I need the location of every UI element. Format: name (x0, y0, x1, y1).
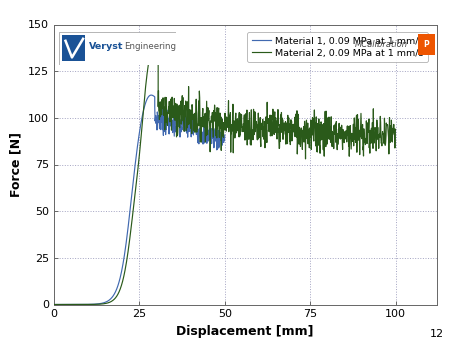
Material 2, 0.09 MPa at 1 mm/s (379, 133, 385, 138)
Legend: Material 1, 0.09 MPa at 1 mm/s, Material 2, 0.09 MPa at 1 mm/s: Material 1, 0.09 MPa at 1 mm/s, Material… (248, 32, 428, 62)
Material 1, 0.09 MPa at 1 mm/s (148, 93, 154, 97)
Text: 12: 12 (429, 329, 444, 339)
Material 1, 0.09 MPa at 1 mm/s (53, 302, 58, 307)
Material 2, 0.09 MPa at 1 mm/s (76, 302, 82, 307)
Material 2, 0.09 MPa at 1 mm/s (150, 41, 156, 45)
Material 1, 0.09 MPa at 1 mm/s (56, 302, 61, 307)
FancyBboxPatch shape (58, 32, 176, 65)
Material 2, 0.09 MPa at 1 mm/s (51, 302, 57, 307)
FancyBboxPatch shape (62, 35, 86, 61)
Text: MCalibration: MCalibration (355, 40, 408, 49)
Line: Material 1, 0.09 MPa at 1 mm/s: Material 1, 0.09 MPa at 1 mm/s (54, 95, 225, 304)
X-axis label: Displacement [mm]: Displacement [mm] (176, 325, 314, 338)
Material 2, 0.09 MPa at 1 mm/s (134, 175, 140, 180)
Material 1, 0.09 MPa at 1 mm/s (51, 302, 57, 307)
Text: Veryst: Veryst (89, 42, 123, 51)
Material 1, 0.09 MPa at 1 mm/s (66, 302, 72, 307)
FancyBboxPatch shape (418, 34, 435, 55)
Y-axis label: Force [N]: Force [N] (9, 132, 22, 197)
Material 2, 0.09 MPa at 1 mm/s (313, 135, 318, 139)
Material 1, 0.09 MPa at 1 mm/s (74, 302, 80, 307)
Material 2, 0.09 MPa at 1 mm/s (393, 127, 398, 131)
Text: P: P (423, 40, 429, 49)
Material 1, 0.09 MPa at 1 mm/s (111, 292, 117, 296)
Material 2, 0.09 MPa at 1 mm/s (189, 131, 194, 135)
Material 1, 0.09 MPa at 1 mm/s (222, 133, 227, 137)
Text: Engineering: Engineering (124, 42, 176, 51)
Line: Material 2, 0.09 MPa at 1 mm/s: Material 2, 0.09 MPa at 1 mm/s (54, 43, 396, 304)
Material 2, 0.09 MPa at 1 mm/s (67, 302, 72, 307)
Material 1, 0.09 MPa at 1 mm/s (150, 93, 155, 97)
